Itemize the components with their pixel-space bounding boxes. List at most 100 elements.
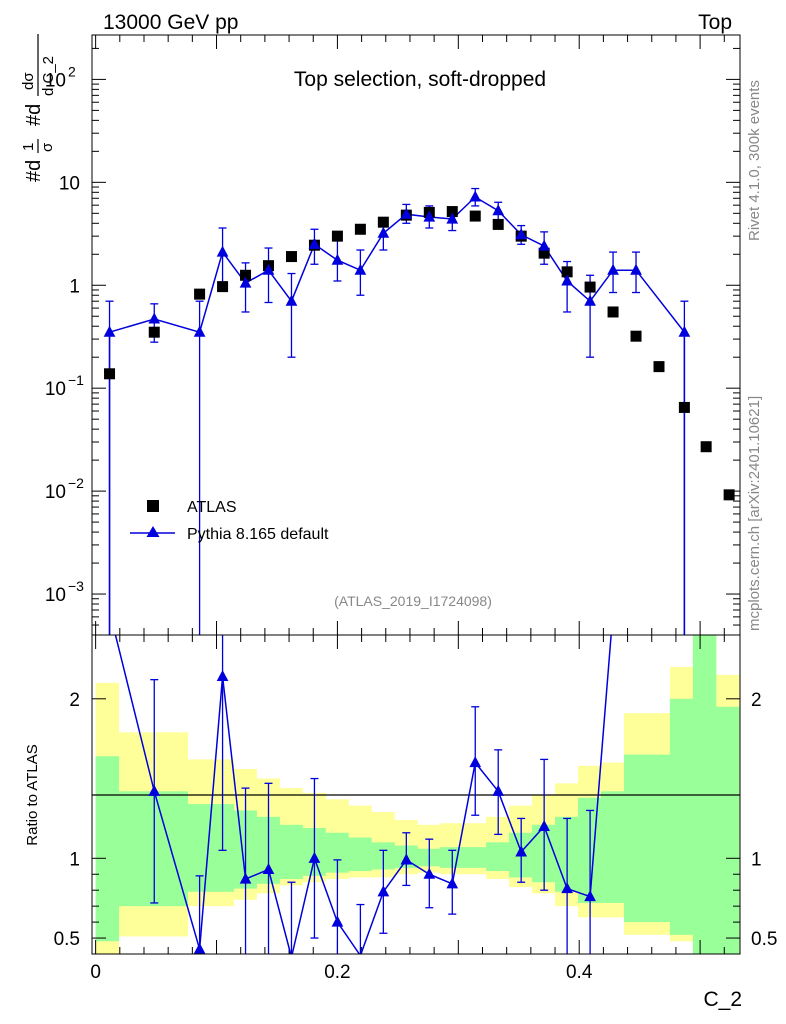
ratio-ylabel: Ratio to ATLAS [24,744,41,845]
ratio-xtick-label: 0.2 [324,962,350,983]
ratio-band-green [141,791,166,907]
ratio-panel: 0.5 0.5 1 1 2 2 0 0.2 0.4 Ratio to ATLAS C_2 [24,634,777,1011]
ratio-line [114,634,612,955]
svg-text:#d: #d [23,160,45,182]
pythia-point [377,226,390,238]
pythia-point [285,294,298,306]
mcplots-label: mcplots.cern.ch [arXiv:2401.10621] [746,396,763,631]
pythia-point [630,263,642,275]
atlas-point [446,206,458,218]
svg-text:1: 1 [20,143,37,151]
pythia-point [538,239,550,251]
atlas-point [217,281,229,293]
ratio-point [148,784,161,796]
main-ytick-exponent: −2 [68,475,84,491]
pythia-point [193,325,206,337]
ratio-point [469,756,482,768]
ratio-band-green [118,791,143,907]
ratio-point [584,890,596,902]
ratio-band-green [600,791,625,903]
main-ytick-label: 10 [45,379,66,400]
main-frame [91,34,741,636]
pythia-point [469,190,482,202]
pythia-point [331,253,344,265]
ratio-point [561,882,573,894]
main-ytick-label: 1 [69,276,80,297]
ratio-point [492,784,505,796]
pythia-point [423,210,436,222]
pythia-point [308,237,321,249]
atlas-point [492,218,504,230]
ratio-xtick-label: 0.4 [566,962,593,983]
pythia-point [584,294,596,306]
ratio-ytick-label-right: 0.5 [751,929,777,950]
legend-pythia-marker [146,526,160,537]
atlas-point [584,281,596,293]
pythia-point [561,274,573,286]
pythia-point [354,263,367,275]
pythia-point [607,263,619,275]
main-ytick-exponent: 2 [68,63,76,79]
pythia-point [103,325,116,337]
main-ytick-exponent: −1 [68,372,84,388]
main-title: Top selection, soft-dropped [294,68,546,91]
ratio-band-green [715,706,740,954]
ratio-point [538,819,550,831]
legend-pythia-label: Pythia 8.165 default [187,526,329,543]
ratio-ytick-label: 0.5 [54,929,80,950]
atlas-point [561,266,573,278]
atlas-point [285,251,297,263]
ratio-band-green [463,847,487,868]
ratio-xtick-label: 0 [90,962,101,983]
ratio-point [446,877,459,889]
atlas-point [148,326,160,338]
ratio-point [193,942,206,954]
atlas-point [607,306,619,318]
header-right: Top [698,11,732,34]
atlas-point [678,401,690,413]
main-ytick-label: 10 [59,173,80,194]
watermark: (ATLAS_2019_I1724098) [334,593,492,609]
atlas-point [653,361,665,373]
atlas-point [240,269,252,281]
ratio-band-green [325,832,349,873]
rivet-label: Rivet 4.1.0, 300k events [746,80,763,241]
pythia-point [678,325,691,337]
pythia-point [262,263,275,275]
pythia-point [216,245,229,257]
ratio-band-green [669,698,694,935]
ratio-band-green [623,754,648,923]
x-axis-label: C_2 [703,988,742,1011]
atlas-point [354,223,366,235]
pythia-point [239,276,252,288]
svg-text:σ: σ [39,142,56,152]
pythia-line [108,196,686,635]
atlas-point [104,368,116,380]
ratio-point [262,862,275,875]
ratio-band-green [187,804,211,892]
ratio-band-green [164,791,189,907]
atlas-point [700,441,712,453]
ratio-band-green [486,842,510,872]
ratio-point [239,872,252,884]
ratio-ytick-label: 2 [69,690,80,711]
ratio-band-green [348,837,372,872]
ratio-point [308,851,321,863]
ratio-point [216,669,229,682]
atlas-point [331,230,343,242]
ratio-band-green [95,756,120,942]
ratio-point [331,915,344,927]
main-ytick-label: 10 [45,585,66,606]
pythia-point [446,212,459,224]
legend: ATLAS Pythia 8.165 default [130,499,329,543]
ratio-band-green [279,824,303,880]
atlas-point [538,247,550,259]
legend-atlas-label: ATLAS [187,499,237,516]
ratio-point [515,845,528,857]
header-left: 13000 GeV pp [103,11,238,34]
ratio-ytick-label-right: 1 [751,849,762,870]
ratio-ytick-label: 1 [69,849,80,870]
main-ytick-exponent: −3 [68,578,84,594]
